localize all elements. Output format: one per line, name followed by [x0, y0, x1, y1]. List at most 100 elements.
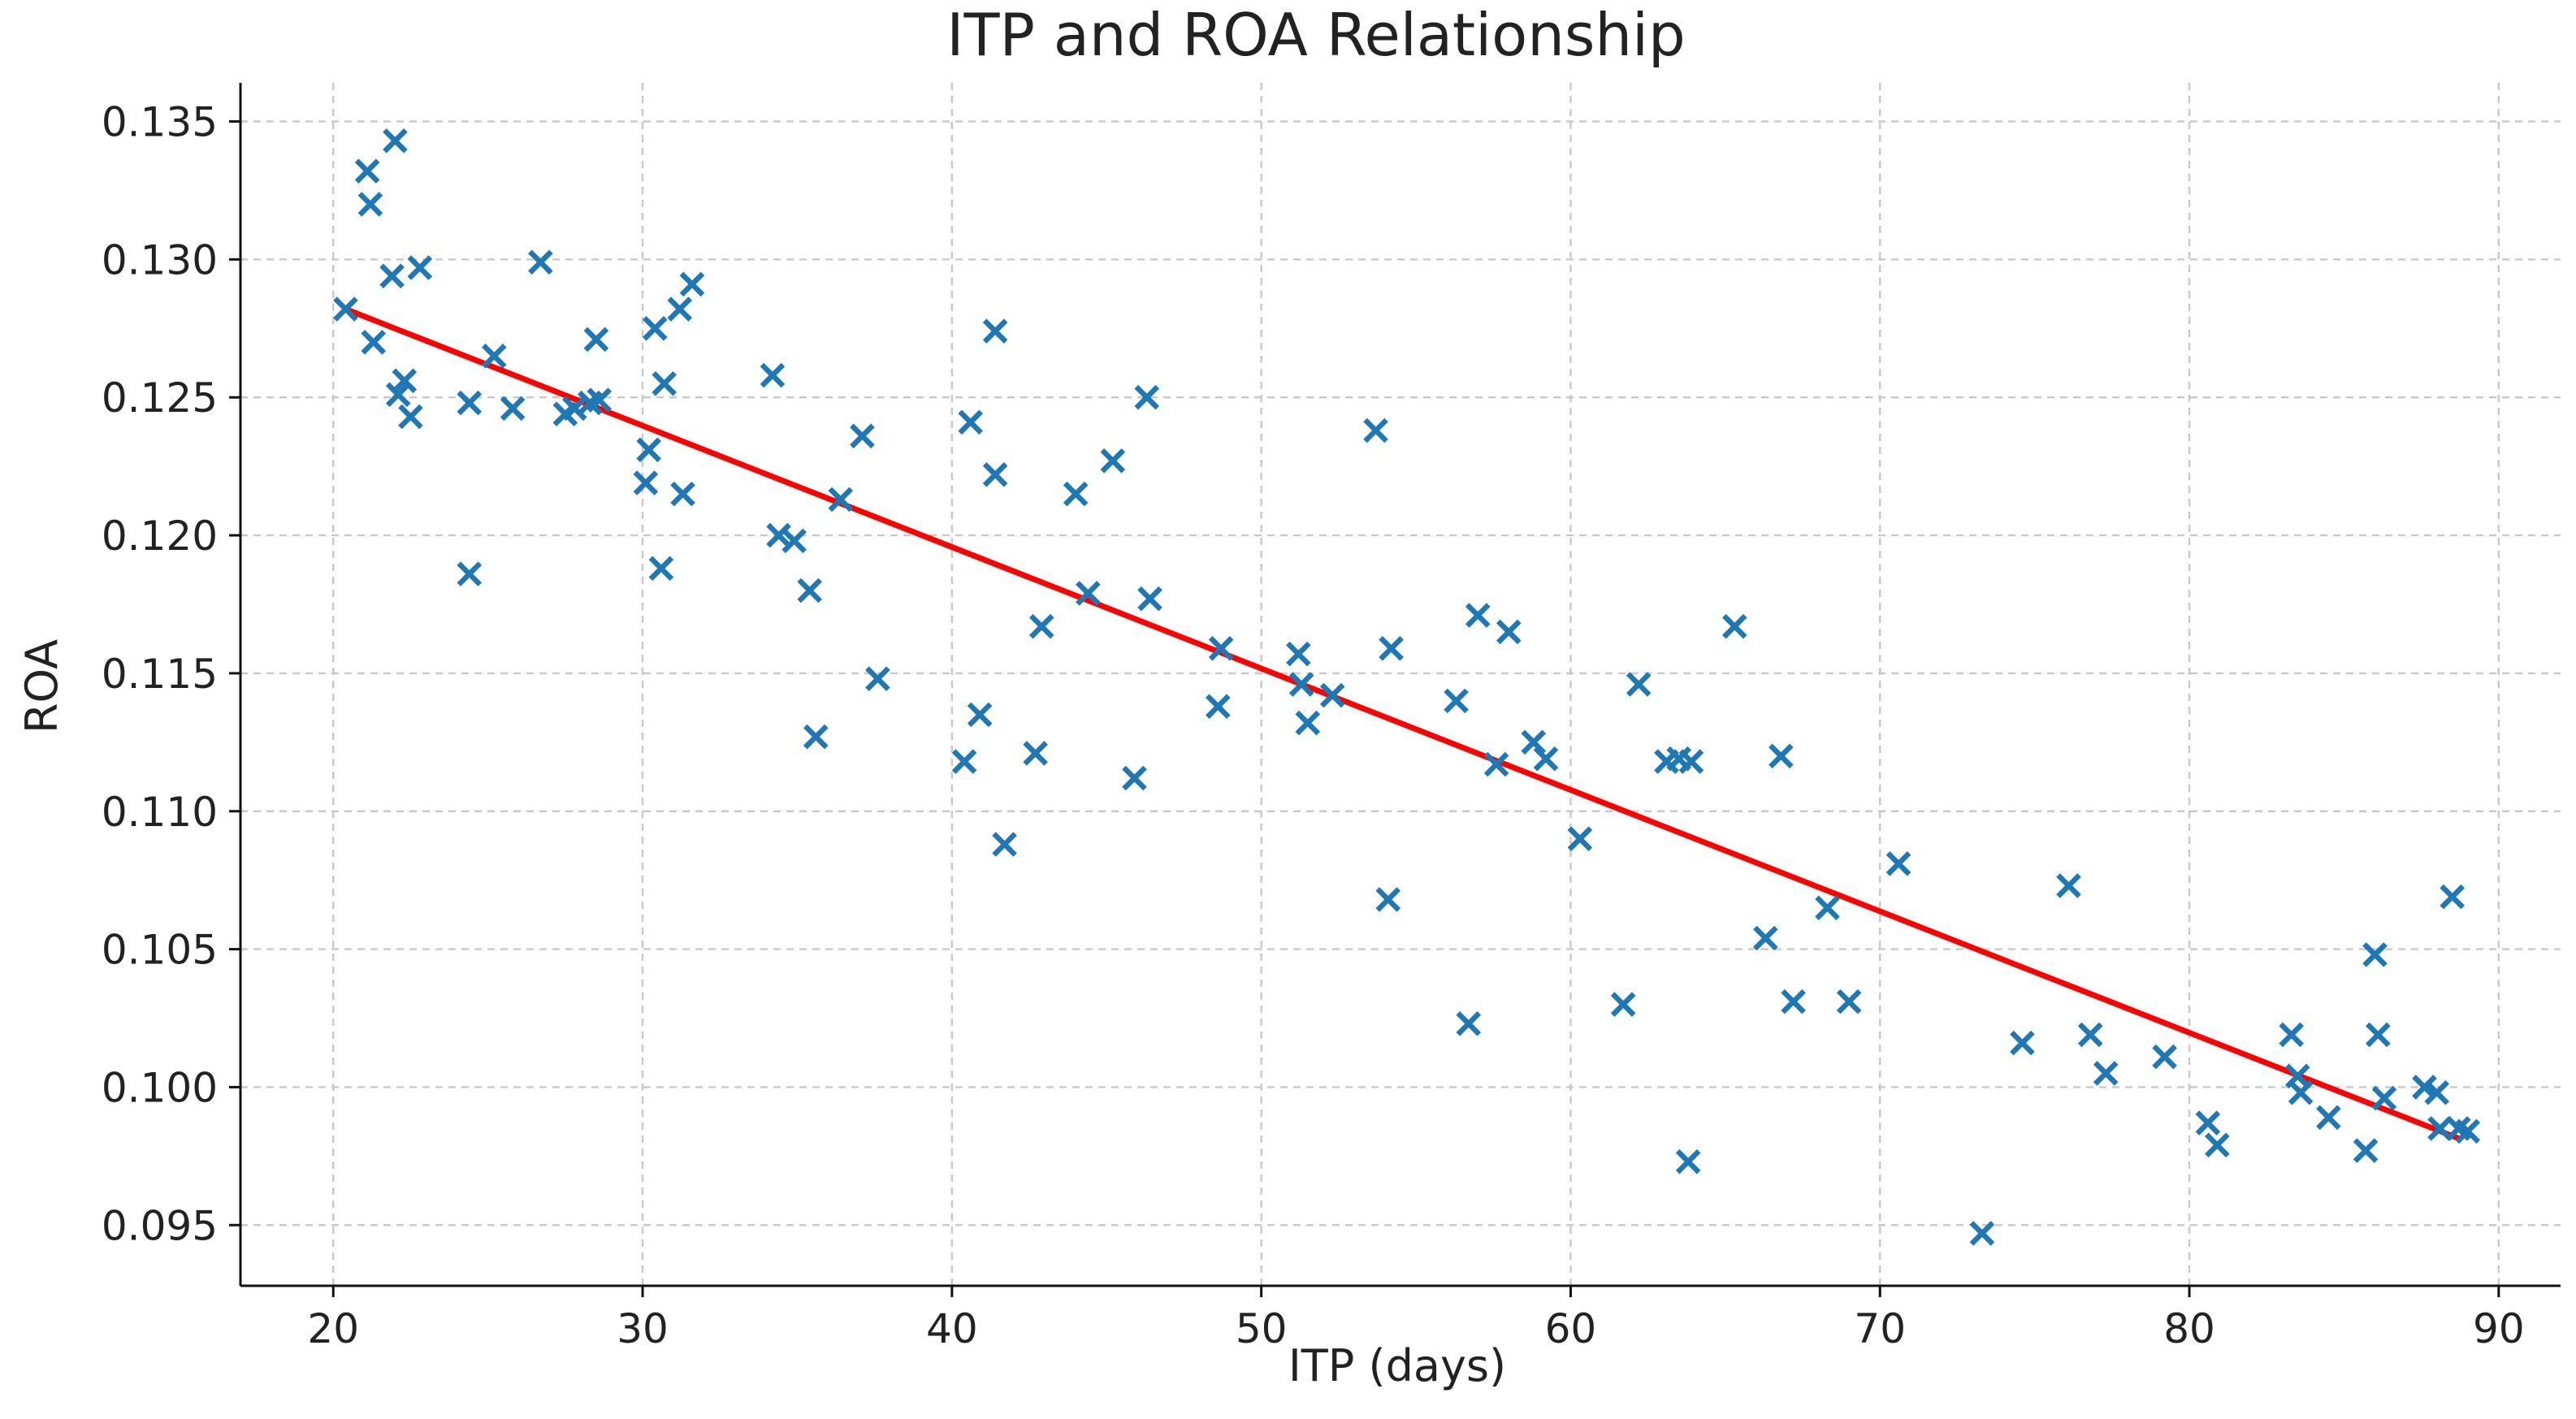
data-point — [1567, 826, 1593, 852]
data-point — [1836, 989, 1862, 1014]
y-tick-label: 0.100 — [102, 1064, 218, 1111]
data-point — [2353, 1138, 2379, 1163]
data-point — [803, 724, 829, 750]
data-point — [1295, 710, 1321, 736]
data-point — [797, 578, 822, 604]
data-point — [1028, 613, 1054, 639]
data-point — [982, 462, 1008, 487]
data-point — [1456, 1011, 1482, 1036]
data-point — [1465, 603, 1491, 628]
data-point — [2427, 1116, 2453, 1141]
data-point — [1721, 613, 1747, 639]
data-point — [1444, 688, 1469, 714]
data-point — [982, 318, 1008, 344]
data-point — [1063, 481, 1089, 507]
data-point — [2152, 1044, 2177, 1070]
data-point — [992, 832, 1017, 857]
data-point — [357, 192, 383, 217]
x-tick-label: 80 — [2163, 1305, 2215, 1352]
y-tick-label: 0.110 — [102, 789, 218, 836]
data-point — [392, 368, 418, 394]
x-tick-label: 60 — [1545, 1305, 1597, 1352]
data-point — [383, 128, 408, 154]
data-point — [648, 556, 674, 582]
grid-layer — [240, 83, 2561, 1286]
data-point — [2010, 1030, 2035, 1056]
data-point — [781, 528, 807, 554]
fit-line-layer — [344, 306, 2463, 1143]
y-tick-label: 0.105 — [102, 927, 218, 974]
data-point — [1815, 895, 1840, 920]
data-point — [561, 396, 587, 422]
data-point — [583, 327, 609, 353]
data-point — [2195, 1110, 2221, 1136]
data-point — [1100, 448, 1126, 474]
data-point — [1319, 682, 1345, 708]
data-point — [1288, 672, 1314, 697]
y-tick-label: 0.130 — [102, 236, 218, 283]
data-point — [760, 362, 786, 388]
x-tick-label: 30 — [617, 1305, 669, 1352]
data-point — [2424, 1079, 2449, 1105]
data-point — [1781, 989, 1806, 1014]
data-point — [2366, 1022, 2391, 1048]
data-point — [528, 249, 553, 275]
y-axis-label: ROA — [16, 639, 67, 733]
data-point — [850, 423, 875, 449]
data-point — [333, 296, 358, 322]
y-tick-label: 0.115 — [102, 651, 218, 698]
data-point — [1533, 746, 1559, 772]
data-point — [2056, 873, 2081, 898]
data-point — [1753, 925, 1778, 951]
data-point — [2455, 1118, 2481, 1144]
data-point — [766, 522, 791, 548]
data-point — [1496, 619, 1522, 645]
data-point — [500, 396, 526, 422]
data-point — [1208, 636, 1234, 661]
data-point — [1122, 765, 1147, 791]
data-point — [2077, 1022, 2103, 1048]
data-point — [1626, 672, 1652, 697]
data-point — [2279, 1022, 2305, 1048]
x-tick-label: 70 — [1854, 1305, 1906, 1352]
x-tick-label: 40 — [926, 1305, 978, 1352]
x-axis-label: ITP (days) — [1288, 1340, 1506, 1391]
data-point — [1363, 417, 1388, 443]
x-tick-label: 20 — [307, 1305, 359, 1352]
data-point — [679, 271, 705, 297]
data-point — [2205, 1132, 2230, 1158]
chart-title: ITP and ROA Relationship — [946, 1, 1685, 69]
data-point — [1137, 586, 1162, 612]
data-point — [667, 296, 693, 322]
data-point — [385, 382, 411, 408]
data-point — [1610, 992, 1636, 1017]
y-tick-label: 0.135 — [102, 99, 218, 146]
data-point — [1885, 850, 1911, 876]
data-point — [2412, 1075, 2437, 1100]
data-point — [361, 330, 387, 355]
data-point — [670, 481, 695, 507]
data-point — [828, 487, 854, 513]
data-point — [1206, 694, 1231, 719]
data-point — [481, 343, 507, 369]
data-point — [587, 387, 613, 413]
data-points-layer — [333, 128, 2481, 1246]
data-point — [1023, 741, 1048, 766]
data-point — [652, 370, 677, 396]
data-point — [1134, 384, 1160, 410]
data-point — [2288, 1079, 2314, 1105]
regression-line — [344, 306, 2463, 1143]
data-point — [636, 437, 661, 463]
data-point — [633, 470, 659, 495]
data-point — [457, 561, 483, 586]
x-tick-label: 50 — [1236, 1305, 1288, 1352]
data-point — [1678, 749, 1704, 774]
data-point — [354, 158, 380, 184]
data-point — [642, 316, 668, 341]
data-point — [407, 255, 433, 280]
data-point — [1969, 1221, 1995, 1246]
data-point — [2093, 1061, 2119, 1086]
data-point — [1769, 743, 1794, 769]
